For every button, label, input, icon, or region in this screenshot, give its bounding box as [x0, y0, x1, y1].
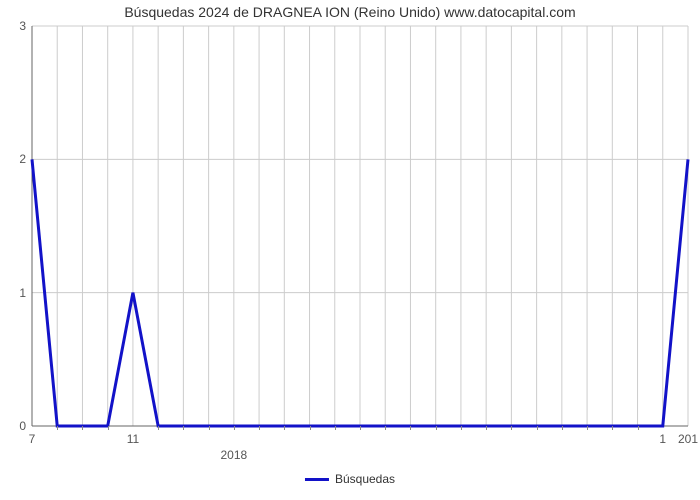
x-minor-tick [436, 426, 437, 430]
x-minor-tick [183, 426, 184, 430]
x-tick-label: 201 [678, 432, 698, 446]
x-minor-tick [587, 426, 588, 430]
x-minor-tick [410, 426, 411, 430]
x-minor-tick [158, 426, 159, 430]
y-tick-label: 3 [19, 19, 26, 33]
x-tick-label: 7 [29, 432, 36, 446]
y-tick-label: 2 [19, 152, 26, 166]
chart-svg [32, 26, 688, 426]
x-tick-label: 1 [659, 432, 666, 446]
x-minor-tick [234, 426, 235, 430]
x-minor-tick [537, 426, 538, 430]
y-tick-label: 0 [19, 419, 26, 433]
x-minor-tick [461, 426, 462, 430]
x-minor-tick [360, 426, 361, 430]
x-minor-tick [335, 426, 336, 430]
line-chart: Búsquedas 2024 de DRAGNEA ION (Reino Uni… [0, 0, 700, 500]
x-minor-tick [562, 426, 563, 430]
x-minor-tick [638, 426, 639, 430]
x-tick-label: 11 [127, 432, 139, 446]
y-tick-label: 1 [19, 286, 26, 300]
x-minor-tick [486, 426, 487, 430]
x-minor-tick [511, 426, 512, 430]
plot-area: 012371112012018 [32, 26, 688, 426]
x-minor-tick [284, 426, 285, 430]
legend-swatch [305, 478, 329, 481]
x-minor-tick [209, 426, 210, 430]
x-minor-tick [310, 426, 311, 430]
chart-title: Búsquedas 2024 de DRAGNEA ION (Reino Uni… [0, 4, 700, 20]
legend-label: Búsquedas [335, 472, 395, 486]
x-secondary-label: 2018 [220, 448, 247, 462]
x-minor-tick [259, 426, 260, 430]
x-minor-tick [385, 426, 386, 430]
x-minor-tick [108, 426, 109, 430]
x-minor-tick [612, 426, 613, 430]
x-minor-tick [82, 426, 83, 430]
chart-legend: Búsquedas [305, 472, 395, 486]
x-minor-tick [57, 426, 58, 430]
